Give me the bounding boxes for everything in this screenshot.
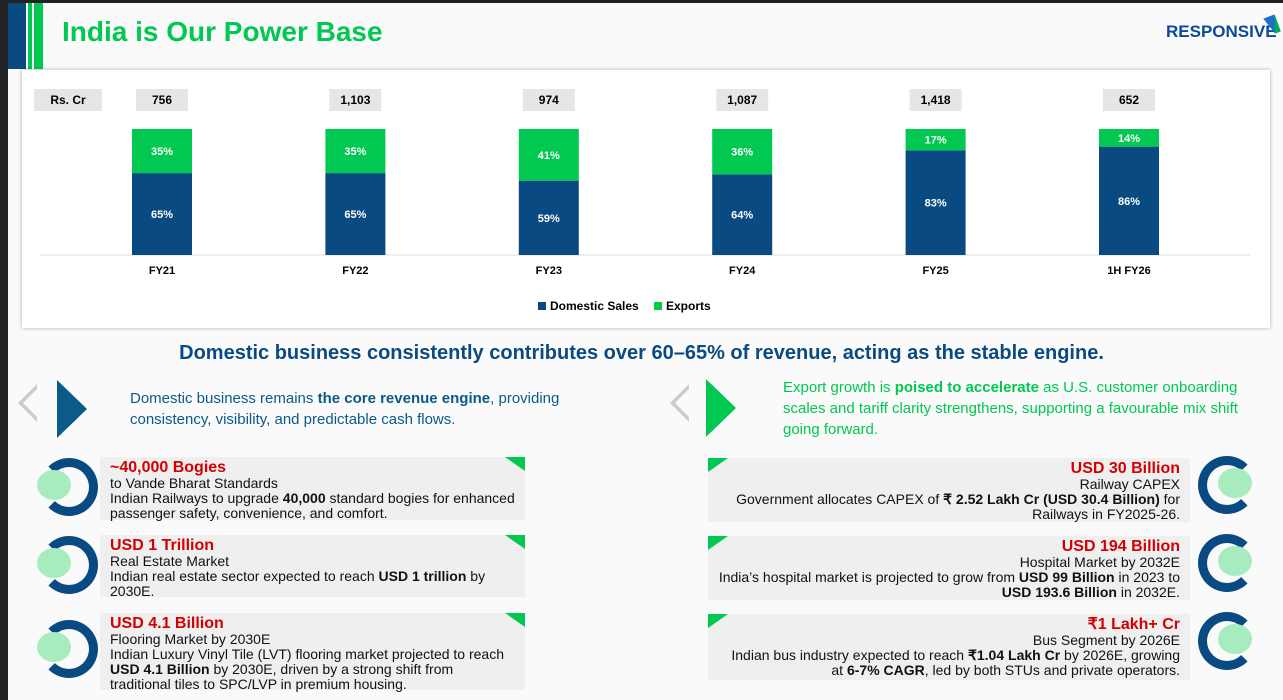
chevron-left-icon [18,384,39,422]
category-label: FY23 [536,265,562,277]
total-label: 1,103 [340,93,370,107]
data-label: 83% [925,198,947,210]
total-box [909,89,962,111]
data-label: 35% [344,146,366,158]
total-label: 1,418 [921,93,951,107]
category-label: FY22 [342,265,368,277]
bar-exports [518,129,579,181]
market-card: USD 4.1 Billion Flooring Market by 2030E … [100,613,525,692]
company-logo: RESPONSIVE [1166,22,1277,41]
market-card: ₹1 Lakh+ Cr Bus Segment by 2026E Indian b… [708,614,1190,680]
legend-swatch [654,302,662,310]
total-box [522,89,575,111]
headline: Domestic business consistently contribut… [179,342,1104,364]
bar-exports [132,129,192,174]
bar-domestic [325,173,386,255]
dot-icon [1218,468,1252,498]
data-label: 36% [731,147,753,159]
bar-exports [1099,129,1159,147]
header-accent [28,3,32,69]
dot-icon [37,548,71,578]
data-label: 17% [925,135,947,147]
bar-exports [905,129,966,151]
total-label: 1,087 [727,93,757,107]
category-label: FY24 [729,265,756,277]
dot-icon [1218,624,1252,654]
dot-icon [37,470,71,500]
bar-domestic [132,173,192,255]
dot-icon [1218,546,1252,576]
total-box [1103,89,1155,111]
chevron-left-icon [670,384,691,422]
data-label: 59% [538,213,560,225]
window-border [0,0,1283,3]
category-label: FY21 [149,265,175,277]
bar-domestic [1099,146,1159,255]
bar-domestic [518,180,579,255]
total-box [329,89,382,111]
ring-icon [1198,456,1256,514]
ring-icon [1198,612,1256,670]
legend-swatch [538,302,546,310]
data-label: 65% [151,209,173,221]
market-card: USD 30 Billion Railway CAPEX Government a… [708,458,1190,522]
dot-icon [37,632,71,662]
bar-domestic [712,174,773,255]
header-accent [34,3,43,69]
total-label: 652 [1119,93,1139,107]
data-label: 35% [151,146,173,158]
legend-label: Domestic Sales [550,299,639,313]
domestic-lead: Domestic business remains the core reven… [130,390,560,428]
bar-exports [712,129,773,175]
market-card: USD 1 Trillion Real Estate Market Indian … [100,535,525,599]
ring-icon [1198,534,1256,592]
bar-domestic [905,150,966,255]
data-label: 65% [344,209,366,221]
data-label: 86% [1118,196,1140,208]
data-label: 64% [731,210,753,222]
total-box [716,89,769,111]
export-lead: Export growth is poised to accelerate as… [783,379,1238,438]
ring-icon [40,620,98,678]
data-label: 41% [538,150,560,162]
total-box [136,89,188,111]
unit-box [34,89,102,111]
chart-svg: Rs. Cr 756 65% 35% FY21 1,103 65% 35% FY22 974 59%… [34,89,1250,313]
page-title: India is Our Power Base [62,16,383,47]
triangle-right-icon [706,379,736,437]
market-card: ~40,000 Bogies to Vande Bharat Standards … [100,457,525,521]
category-label: FY25 [922,265,948,277]
unit-label: Rs. Cr [50,93,86,107]
category-label: 1H FY26 [1107,265,1150,277]
ring-icon [40,458,98,516]
data-label: 14% [1118,133,1140,145]
ring-icon [40,536,98,594]
revenue-chart: Rs. Cr 756 65% 35% FY21 1,103 65% 35% FY22 974 59%… [22,70,1270,328]
market-card: USD 194 Billion Hospital Market by 2032E … [708,536,1190,600]
bar-exports [325,129,386,174]
total-label: 974 [539,93,559,107]
total-label: 756 [152,93,172,107]
legend-label: Exports [666,299,711,313]
window-border [0,0,8,700]
triangle-right-icon [57,380,87,438]
header-accent [8,3,26,69]
